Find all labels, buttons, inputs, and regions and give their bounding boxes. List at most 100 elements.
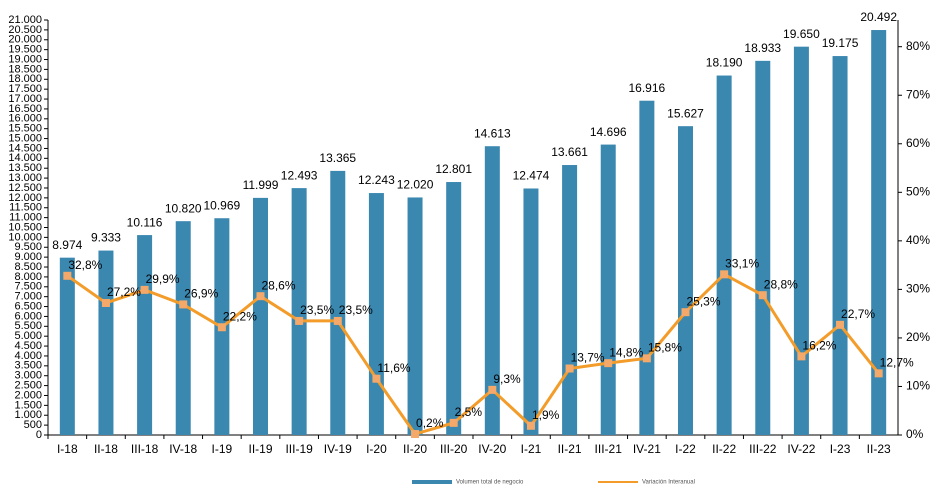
bar: [59, 257, 75, 435]
bar: [678, 126, 693, 435]
bar-label: 12.493: [281, 168, 318, 182]
x-tick-label: IV-18: [169, 442, 197, 456]
y-tick-label: 17.500: [8, 83, 42, 95]
y-tick-label: 4.500: [14, 340, 42, 352]
y-tick-label: 11.000: [9, 212, 42, 224]
x-tick-label: I-18: [57, 442, 78, 456]
x-tick-label: II-22: [712, 442, 736, 456]
y2-tick-label: 0%: [906, 427, 924, 441]
x-tick-label: III-18: [131, 442, 159, 456]
y-tick-label: 9.000: [14, 251, 42, 263]
line-label: 26,9%: [184, 287, 218, 301]
bar-label: 12.474: [513, 169, 550, 183]
line-label: 23,5%: [339, 303, 373, 317]
bar-label: 15.627: [667, 106, 704, 120]
x-tick-label: III-20: [440, 442, 468, 456]
y-tick-label: 4.000: [14, 350, 42, 362]
y-tick-label: 17.000: [8, 93, 42, 105]
line-marker: [333, 316, 342, 325]
x-tick-label: I-20: [366, 442, 387, 456]
bar-label: 14.696: [590, 125, 627, 139]
bar-label: 11.999: [243, 178, 279, 192]
y-tick-label: 2.500: [14, 380, 42, 392]
y-tick-label: 18.500: [8, 63, 42, 75]
y-tick-label: 3.000: [14, 370, 42, 382]
bar: [639, 100, 655, 436]
bar: [484, 146, 500, 435]
bar: [291, 188, 307, 435]
y-tick-label: 19.500: [8, 44, 42, 56]
y2-tick-label: 80%: [906, 39, 930, 53]
bar: [98, 250, 114, 435]
bar-label: 12.801: [435, 162, 472, 176]
x-tick-label: III-22: [749, 442, 777, 456]
bar: [793, 46, 809, 436]
line-marker: [797, 352, 806, 361]
x-tick-label: IV-22: [787, 442, 815, 456]
bar-label: 12.243: [358, 173, 395, 187]
bar-label: 19.650: [783, 27, 820, 41]
bar: [716, 75, 732, 436]
line-marker: [874, 369, 883, 378]
y-tick-label: 14.000: [8, 152, 42, 164]
line-marker: [758, 291, 767, 300]
y-tick-label: 21.000: [8, 14, 42, 26]
bar: [137, 235, 153, 435]
x-tick-label: IV-21: [633, 442, 661, 456]
bar-label: 20.492: [860, 10, 897, 24]
y-tick-label: 3.500: [14, 360, 42, 372]
line-label: 22,7%: [841, 307, 875, 321]
bar: [407, 197, 423, 435]
line-label: 15,8%: [648, 340, 682, 354]
line-label: 29,9%: [146, 272, 180, 286]
bar: [330, 170, 346, 435]
line-marker: [295, 316, 304, 325]
y-tick-label: 1.000: [14, 409, 42, 421]
y-tick-label: 10.500: [8, 221, 42, 233]
y-tick-label: 16.000: [8, 113, 42, 125]
x-tick-label: I-23: [830, 442, 851, 456]
y-tick-label: 12.500: [8, 182, 42, 194]
bar-label: 19.175: [822, 36, 859, 50]
bar-label: 12.020: [397, 178, 434, 192]
y2-tick-label: 20%: [906, 330, 930, 344]
y-tick-label: 20.000: [8, 34, 42, 46]
y-tick-label: 18.000: [8, 73, 42, 85]
bar: [562, 165, 578, 435]
y-tick-label: 10.000: [8, 231, 42, 243]
y-tick-label: 6.500: [14, 300, 42, 312]
line-label: 9,3%: [493, 372, 521, 386]
line: [66, 272, 880, 436]
bar-label: 10.820: [165, 201, 202, 215]
line-marker: [604, 359, 613, 368]
x-tick-label: I-21: [521, 442, 542, 456]
x-tick-label: II-21: [558, 442, 582, 456]
y2-tick-label: 10%: [906, 379, 930, 393]
line-marker: [836, 320, 845, 329]
bar-label: 18.190: [706, 56, 743, 70]
line-marker: [488, 385, 497, 394]
line-marker: [681, 308, 690, 317]
line-label: 1,9%: [532, 408, 560, 422]
y-tick-label: 19.000: [8, 53, 42, 65]
x-tick-label: II-18: [94, 442, 118, 456]
line-label: 2,5%: [455, 405, 483, 419]
line-label: 28,8%: [764, 277, 798, 291]
bar-label: 10.969: [204, 198, 241, 212]
y2-tick-label: 30%: [906, 282, 930, 296]
legend-label: Volumen total de negocio: [456, 480, 524, 486]
bar: [175, 221, 191, 435]
y-tick-label: 13.500: [8, 162, 42, 174]
bar-label: 14.613: [474, 126, 511, 140]
bar-label: 18.933: [744, 41, 781, 55]
bar-label: 13.661: [551, 145, 588, 159]
y2-tick-label: 70%: [906, 87, 930, 101]
line-marker: [256, 292, 265, 301]
y-tick-label: 11.500: [9, 202, 42, 214]
line-marker: [565, 364, 574, 373]
line-marker: [449, 418, 458, 427]
line-label: 13,7%: [571, 351, 605, 365]
line-marker: [720, 270, 729, 279]
y-tick-label: 7.000: [14, 291, 42, 303]
